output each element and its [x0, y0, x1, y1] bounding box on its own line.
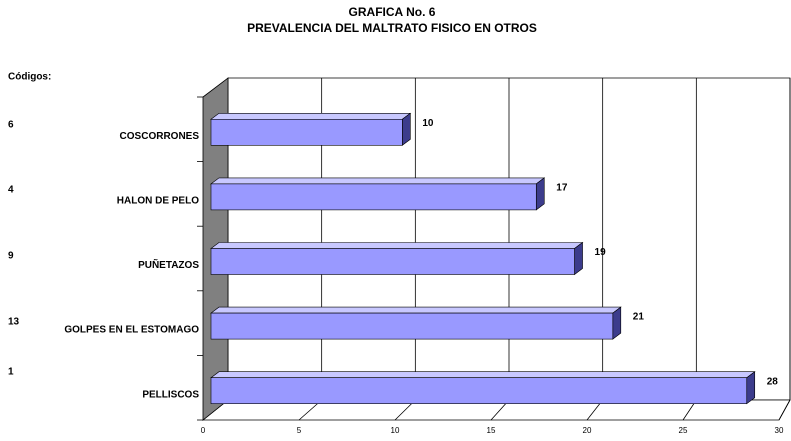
- bar-side: [535, 177, 545, 211]
- y-tick-label: HALON DE PELO: [117, 196, 199, 207]
- bar-top: [210, 242, 584, 249]
- value-label: 28: [767, 376, 779, 387]
- bar-top: [210, 371, 756, 379]
- chart-title: GRAFICA No. 6: [349, 5, 436, 19]
- bar-side: [402, 112, 411, 146]
- code-label: 1: [8, 367, 14, 378]
- y-tick-label: PUÑETAZOS: [138, 258, 199, 271]
- bar-side: [612, 306, 622, 340]
- code-label: 4: [8, 185, 14, 196]
- x-tick-label: 25: [679, 426, 688, 435]
- bar: [210, 248, 575, 275]
- marks: [210, 112, 756, 405]
- bar-side: [746, 371, 756, 405]
- bar-top: [210, 306, 622, 314]
- x-tick-label: 10: [391, 426, 400, 435]
- x-tick-label: 15: [487, 426, 496, 435]
- bar-top: [210, 113, 412, 120]
- x-tick-label: 20: [583, 426, 592, 435]
- value-label: 10: [422, 118, 434, 129]
- bar-top: [210, 177, 546, 185]
- value-label: 19: [595, 247, 607, 258]
- y-tick-label: PELLISCOS: [142, 389, 199, 400]
- floor-grid-line: [778, 399, 791, 421]
- code-label: 13: [8, 317, 20, 328]
- y-tick-label: GOLPES EN EL ESTOMAGO: [64, 325, 199, 336]
- bar: [210, 119, 403, 146]
- bar: [210, 312, 614, 340]
- bar: [210, 183, 537, 211]
- x-tick-label: 30: [775, 426, 784, 435]
- x-tick-label: 5: [297, 426, 302, 435]
- code-label: 9: [8, 251, 14, 262]
- x-tick-label: 0: [201, 426, 206, 435]
- value-label: 17: [556, 183, 568, 194]
- bar: [210, 377, 748, 405]
- chart-subtitle: PREVALENCIA DEL MALTRATO FISICO EN OTROS: [247, 21, 537, 35]
- codes-label: Códigos:: [8, 72, 51, 83]
- y-tick-label: COSCORRONES: [120, 131, 200, 142]
- bar-side: [574, 241, 583, 276]
- value-label: 21: [633, 312, 645, 323]
- code-label: 6: [8, 120, 14, 131]
